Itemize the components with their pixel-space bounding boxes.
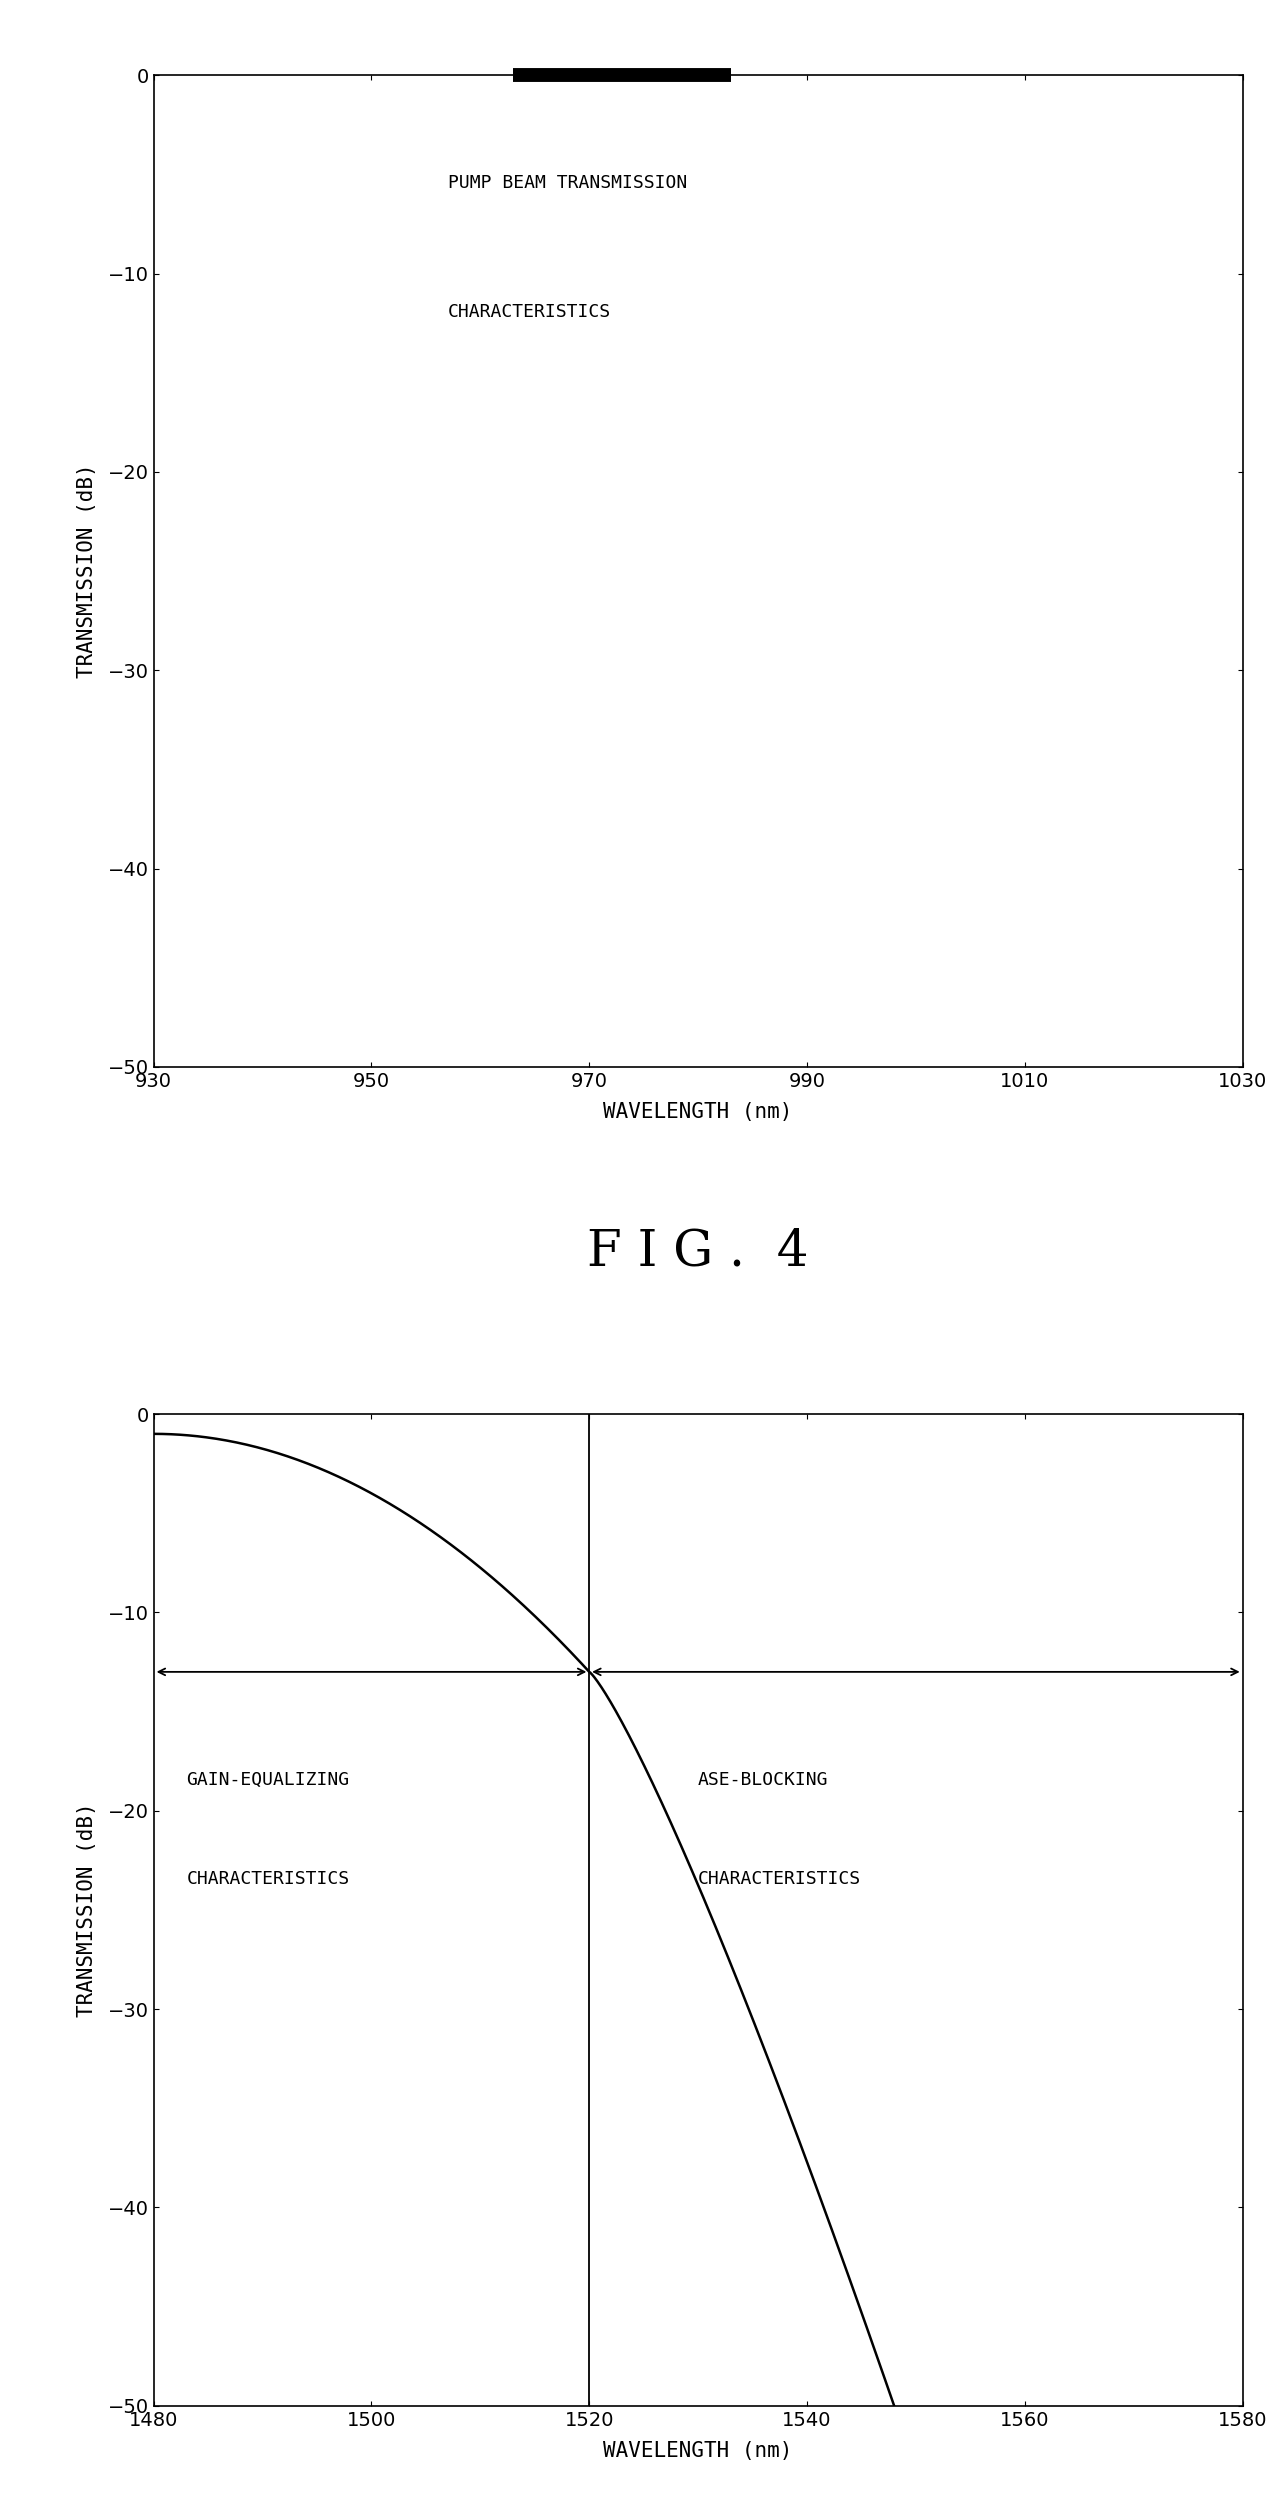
X-axis label: WAVELENGTH (nm): WAVELENGTH (nm) [603,2441,793,2461]
X-axis label: WAVELENGTH (nm): WAVELENGTH (nm) [603,1103,793,1123]
Text: PUMP BEAM TRANSMISSION: PUMP BEAM TRANSMISSION [447,175,687,193]
Text: CHARACTERISTICS: CHARACTERISTICS [447,303,611,321]
Y-axis label: TRANSMISSION (dB): TRANSMISSION (dB) [77,1802,96,2017]
Text: CHARACTERISTICS: CHARACTERISTICS [698,1869,861,1887]
Text: F I G .  4: F I G . 4 [588,1228,808,1276]
Text: ASE-BLOCKING: ASE-BLOCKING [698,1772,829,1789]
Text: CHARACTERISTICS: CHARACTERISTICS [186,1869,350,1887]
Text: GAIN-EQUALIZING: GAIN-EQUALIZING [186,1772,350,1789]
Y-axis label: TRANSMISSION (dB): TRANSMISSION (dB) [77,464,96,679]
